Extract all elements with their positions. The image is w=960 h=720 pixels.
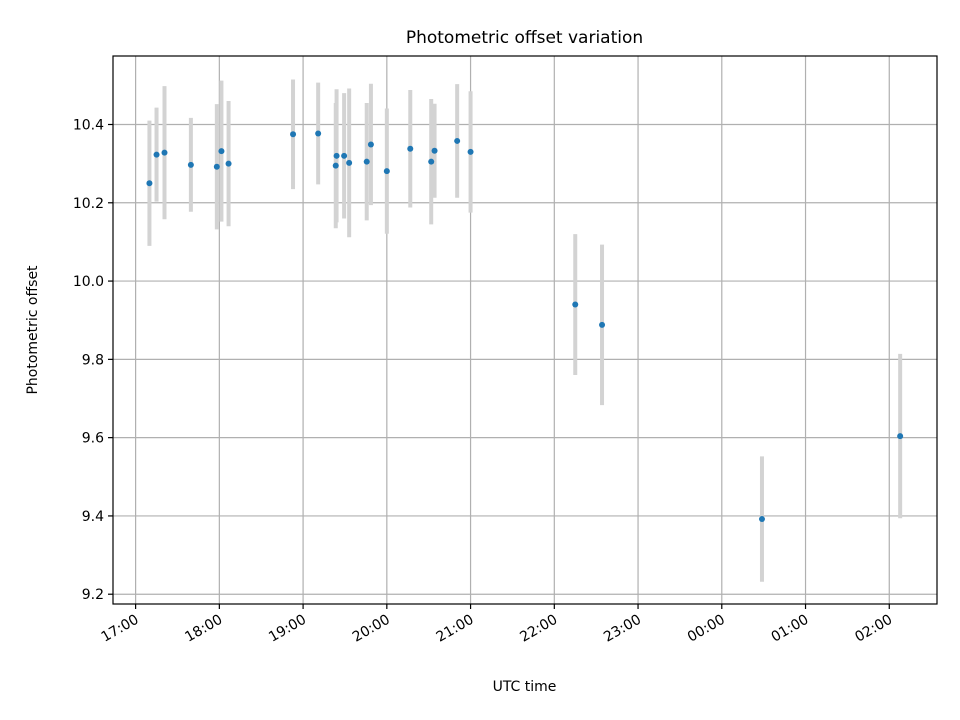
data-point xyxy=(431,147,438,154)
x-tick-label: 00:00 xyxy=(685,612,728,646)
y-axis-label: Photometric offset xyxy=(25,265,41,395)
data-point xyxy=(315,130,322,137)
data-point xyxy=(363,158,370,165)
y-axis-ticks: 9.2 9.4 9.6 9.8 10.0 10.2 10.4 xyxy=(73,118,113,603)
data-point xyxy=(897,433,904,440)
data-point xyxy=(367,141,374,148)
error-bars xyxy=(147,79,903,582)
y-tick-label: 9.2 xyxy=(82,587,104,603)
x-tick-label: 23:00 xyxy=(601,612,644,646)
y-tick-label: 10.0 xyxy=(73,274,104,290)
x-tick-label: 22:00 xyxy=(517,612,560,646)
data-point xyxy=(153,151,160,158)
data-point xyxy=(218,148,225,155)
data-point xyxy=(346,159,353,166)
grid-lines xyxy=(113,56,937,604)
data-point xyxy=(290,131,297,138)
data-point xyxy=(599,321,606,328)
y-tick-label: 9.8 xyxy=(82,352,104,368)
x-tick-label: 01:00 xyxy=(769,612,812,646)
data-point xyxy=(407,145,414,152)
x-axis-label: UTC time xyxy=(493,679,557,695)
y-tick-label: 10.2 xyxy=(73,196,104,212)
data-points xyxy=(146,130,904,523)
chart-title: Photometric offset variation xyxy=(406,28,643,48)
y-tick-label: 9.6 xyxy=(82,431,104,447)
x-tick-label: 21:00 xyxy=(434,612,477,646)
data-point xyxy=(383,168,390,175)
y-tick-label: 9.4 xyxy=(82,509,104,525)
x-tick-label: 17:00 xyxy=(99,612,142,646)
x-tick-label: 19:00 xyxy=(266,612,309,646)
plot-frame xyxy=(112,55,938,605)
data-point xyxy=(161,149,168,156)
x-tick-label: 18:00 xyxy=(182,612,225,646)
x-tick-label: 20:00 xyxy=(350,612,393,646)
data-point xyxy=(146,180,153,187)
y-tick-label: 10.4 xyxy=(73,118,104,134)
data-point xyxy=(213,163,220,170)
data-point xyxy=(187,161,194,168)
x-tick-label: 02:00 xyxy=(852,612,895,646)
data-point xyxy=(454,137,461,144)
data-point xyxy=(758,516,765,523)
data-point xyxy=(467,148,474,155)
data-point xyxy=(572,301,579,308)
data-point xyxy=(428,158,435,165)
x-axis-ticks: 17:00 18:00 19:00 20:00 21:00 22:00 23:00 00:00… xyxy=(99,604,895,646)
data-point xyxy=(225,160,232,167)
data-point xyxy=(332,162,339,169)
data-point xyxy=(333,152,340,159)
data-point xyxy=(341,152,348,159)
